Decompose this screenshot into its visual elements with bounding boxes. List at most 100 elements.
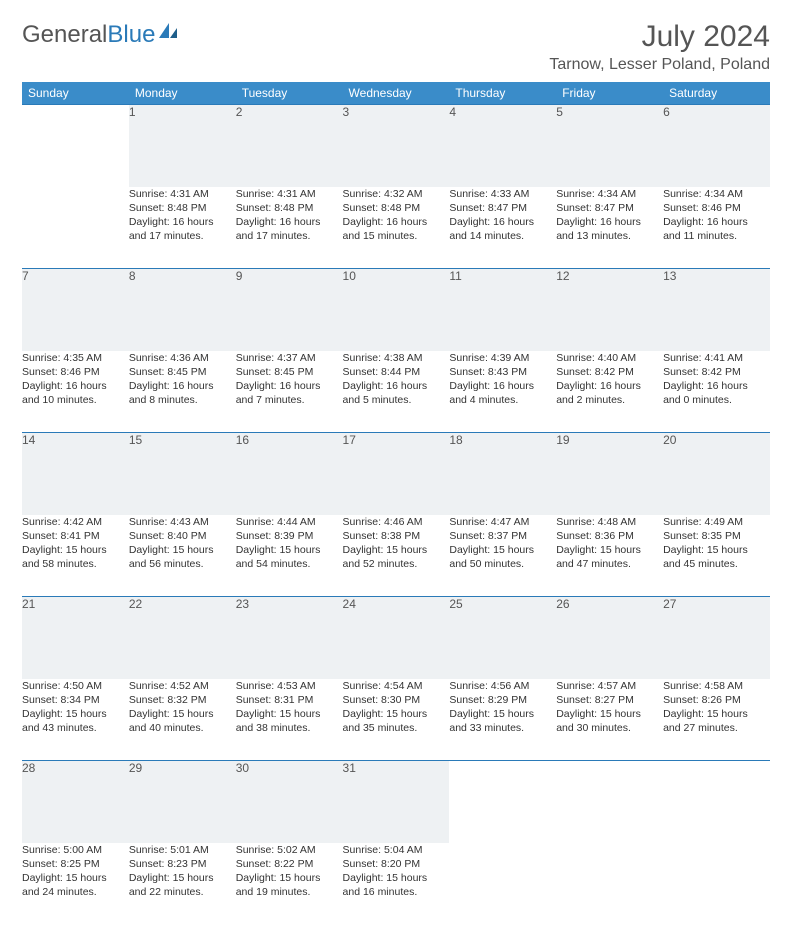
day-number bbox=[449, 761, 556, 843]
daylight-text: and 14 minutes. bbox=[449, 229, 556, 243]
daylight-text: and 54 minutes. bbox=[236, 557, 343, 571]
sunrise-text: Sunrise: 4:37 AM bbox=[236, 351, 343, 365]
sunrise-text: Sunrise: 4:52 AM bbox=[129, 679, 236, 693]
header: GeneralBlue July 2024 Tarnow, Lesser Pol… bbox=[22, 20, 770, 74]
day-header: Saturday bbox=[663, 82, 770, 105]
sunset-text: Sunset: 8:20 PM bbox=[343, 857, 450, 871]
day-cell: Sunrise: 4:34 AMSunset: 8:46 PMDaylight:… bbox=[663, 187, 770, 269]
daylight-text: and 4 minutes. bbox=[449, 393, 556, 407]
day-number-row: 14151617181920 bbox=[22, 433, 770, 515]
daylight-text: Daylight: 16 hours bbox=[129, 379, 236, 393]
sunset-text: Sunset: 8:40 PM bbox=[129, 529, 236, 543]
day-number: 28 bbox=[22, 761, 129, 843]
sunset-text: Sunset: 8:42 PM bbox=[556, 365, 663, 379]
daylight-text: Daylight: 16 hours bbox=[236, 215, 343, 229]
day-cell: Sunrise: 4:56 AMSunset: 8:29 PMDaylight:… bbox=[449, 679, 556, 761]
day-cell: Sunrise: 4:52 AMSunset: 8:32 PMDaylight:… bbox=[129, 679, 236, 761]
sunrise-text: Sunrise: 4:57 AM bbox=[556, 679, 663, 693]
sunset-text: Sunset: 8:37 PM bbox=[449, 529, 556, 543]
day-header: Thursday bbox=[449, 82, 556, 105]
day-number: 30 bbox=[236, 761, 343, 843]
daylight-text: and 43 minutes. bbox=[22, 721, 129, 735]
logo: GeneralBlue bbox=[22, 20, 179, 49]
sunset-text: Sunset: 8:36 PM bbox=[556, 529, 663, 543]
daylight-text: Daylight: 15 hours bbox=[236, 707, 343, 721]
sunset-text: Sunset: 8:48 PM bbox=[343, 201, 450, 215]
daylight-text: and 5 minutes. bbox=[343, 393, 450, 407]
day-number bbox=[663, 761, 770, 843]
daylight-text: and 27 minutes. bbox=[663, 721, 770, 735]
day-number: 1 bbox=[129, 105, 236, 187]
sunrise-text: Sunrise: 5:02 AM bbox=[236, 843, 343, 857]
day-cell: Sunrise: 4:41 AMSunset: 8:42 PMDaylight:… bbox=[663, 351, 770, 433]
daylight-text: Daylight: 15 hours bbox=[343, 543, 450, 557]
day-number: 24 bbox=[343, 597, 450, 679]
sunrise-text: Sunrise: 4:39 AM bbox=[449, 351, 556, 365]
daylight-text: and 40 minutes. bbox=[129, 721, 236, 735]
sunset-text: Sunset: 8:47 PM bbox=[449, 201, 556, 215]
daylight-text: Daylight: 15 hours bbox=[663, 707, 770, 721]
day-cell: Sunrise: 4:35 AMSunset: 8:46 PMDaylight:… bbox=[22, 351, 129, 433]
day-number bbox=[22, 105, 129, 187]
day-cell: Sunrise: 4:50 AMSunset: 8:34 PMDaylight:… bbox=[22, 679, 129, 761]
day-cell bbox=[663, 843, 770, 925]
day-cell: Sunrise: 5:04 AMSunset: 8:20 PMDaylight:… bbox=[343, 843, 450, 925]
day-header: Tuesday bbox=[236, 82, 343, 105]
daylight-text: Daylight: 15 hours bbox=[343, 707, 450, 721]
sunrise-text: Sunrise: 4:48 AM bbox=[556, 515, 663, 529]
day-number: 19 bbox=[556, 433, 663, 515]
daylight-text: Daylight: 16 hours bbox=[449, 215, 556, 229]
sunset-text: Sunset: 8:38 PM bbox=[343, 529, 450, 543]
daylight-text: Daylight: 15 hours bbox=[449, 707, 556, 721]
day-cell: Sunrise: 4:49 AMSunset: 8:35 PMDaylight:… bbox=[663, 515, 770, 597]
daylight-text: Daylight: 15 hours bbox=[129, 871, 236, 885]
day-number: 11 bbox=[449, 269, 556, 351]
day-number: 2 bbox=[236, 105, 343, 187]
day-cell: Sunrise: 4:48 AMSunset: 8:36 PMDaylight:… bbox=[556, 515, 663, 597]
daylight-text: and 45 minutes. bbox=[663, 557, 770, 571]
daylight-text: and 0 minutes. bbox=[663, 393, 770, 407]
daylight-text: and 11 minutes. bbox=[663, 229, 770, 243]
sunrise-text: Sunrise: 4:44 AM bbox=[236, 515, 343, 529]
day-cell: Sunrise: 4:53 AMSunset: 8:31 PMDaylight:… bbox=[236, 679, 343, 761]
sunrise-text: Sunrise: 4:49 AM bbox=[663, 515, 770, 529]
day-header: Monday bbox=[129, 82, 236, 105]
day-cell: Sunrise: 4:32 AMSunset: 8:48 PMDaylight:… bbox=[343, 187, 450, 269]
daylight-text: and 17 minutes. bbox=[236, 229, 343, 243]
day-cell: Sunrise: 4:37 AMSunset: 8:45 PMDaylight:… bbox=[236, 351, 343, 433]
day-cell: Sunrise: 4:34 AMSunset: 8:47 PMDaylight:… bbox=[556, 187, 663, 269]
daylight-text: and 38 minutes. bbox=[236, 721, 343, 735]
calendar-table: Sunday Monday Tuesday Wednesday Thursday… bbox=[22, 82, 770, 925]
day-number: 23 bbox=[236, 597, 343, 679]
sunset-text: Sunset: 8:44 PM bbox=[343, 365, 450, 379]
sunset-text: Sunset: 8:42 PM bbox=[663, 365, 770, 379]
sunrise-text: Sunrise: 4:46 AM bbox=[343, 515, 450, 529]
sunset-text: Sunset: 8:30 PM bbox=[343, 693, 450, 707]
sunrise-text: Sunrise: 4:56 AM bbox=[449, 679, 556, 693]
daylight-text: and 58 minutes. bbox=[22, 557, 129, 571]
sunset-text: Sunset: 8:43 PM bbox=[449, 365, 556, 379]
daylight-text: and 15 minutes. bbox=[343, 229, 450, 243]
daylight-text: Daylight: 16 hours bbox=[129, 215, 236, 229]
day-number: 17 bbox=[343, 433, 450, 515]
daylight-text: and 22 minutes. bbox=[129, 885, 236, 899]
sail-icon bbox=[157, 20, 179, 49]
day-cell: Sunrise: 4:31 AMSunset: 8:48 PMDaylight:… bbox=[236, 187, 343, 269]
sunset-text: Sunset: 8:26 PM bbox=[663, 693, 770, 707]
day-cell: Sunrise: 5:00 AMSunset: 8:25 PMDaylight:… bbox=[22, 843, 129, 925]
day-number: 10 bbox=[343, 269, 450, 351]
day-number: 6 bbox=[663, 105, 770, 187]
daylight-text: Daylight: 15 hours bbox=[663, 543, 770, 557]
logo-text-general: General bbox=[22, 21, 107, 49]
day-number bbox=[556, 761, 663, 843]
day-number: 14 bbox=[22, 433, 129, 515]
day-cell bbox=[556, 843, 663, 925]
sunrise-text: Sunrise: 4:38 AM bbox=[343, 351, 450, 365]
day-number: 31 bbox=[343, 761, 450, 843]
daylight-text: Daylight: 16 hours bbox=[236, 379, 343, 393]
sunrise-text: Sunrise: 4:50 AM bbox=[22, 679, 129, 693]
sunset-text: Sunset: 8:23 PM bbox=[129, 857, 236, 871]
location: Tarnow, Lesser Poland, Poland bbox=[549, 56, 770, 74]
sunset-text: Sunset: 8:29 PM bbox=[449, 693, 556, 707]
day-number: 15 bbox=[129, 433, 236, 515]
